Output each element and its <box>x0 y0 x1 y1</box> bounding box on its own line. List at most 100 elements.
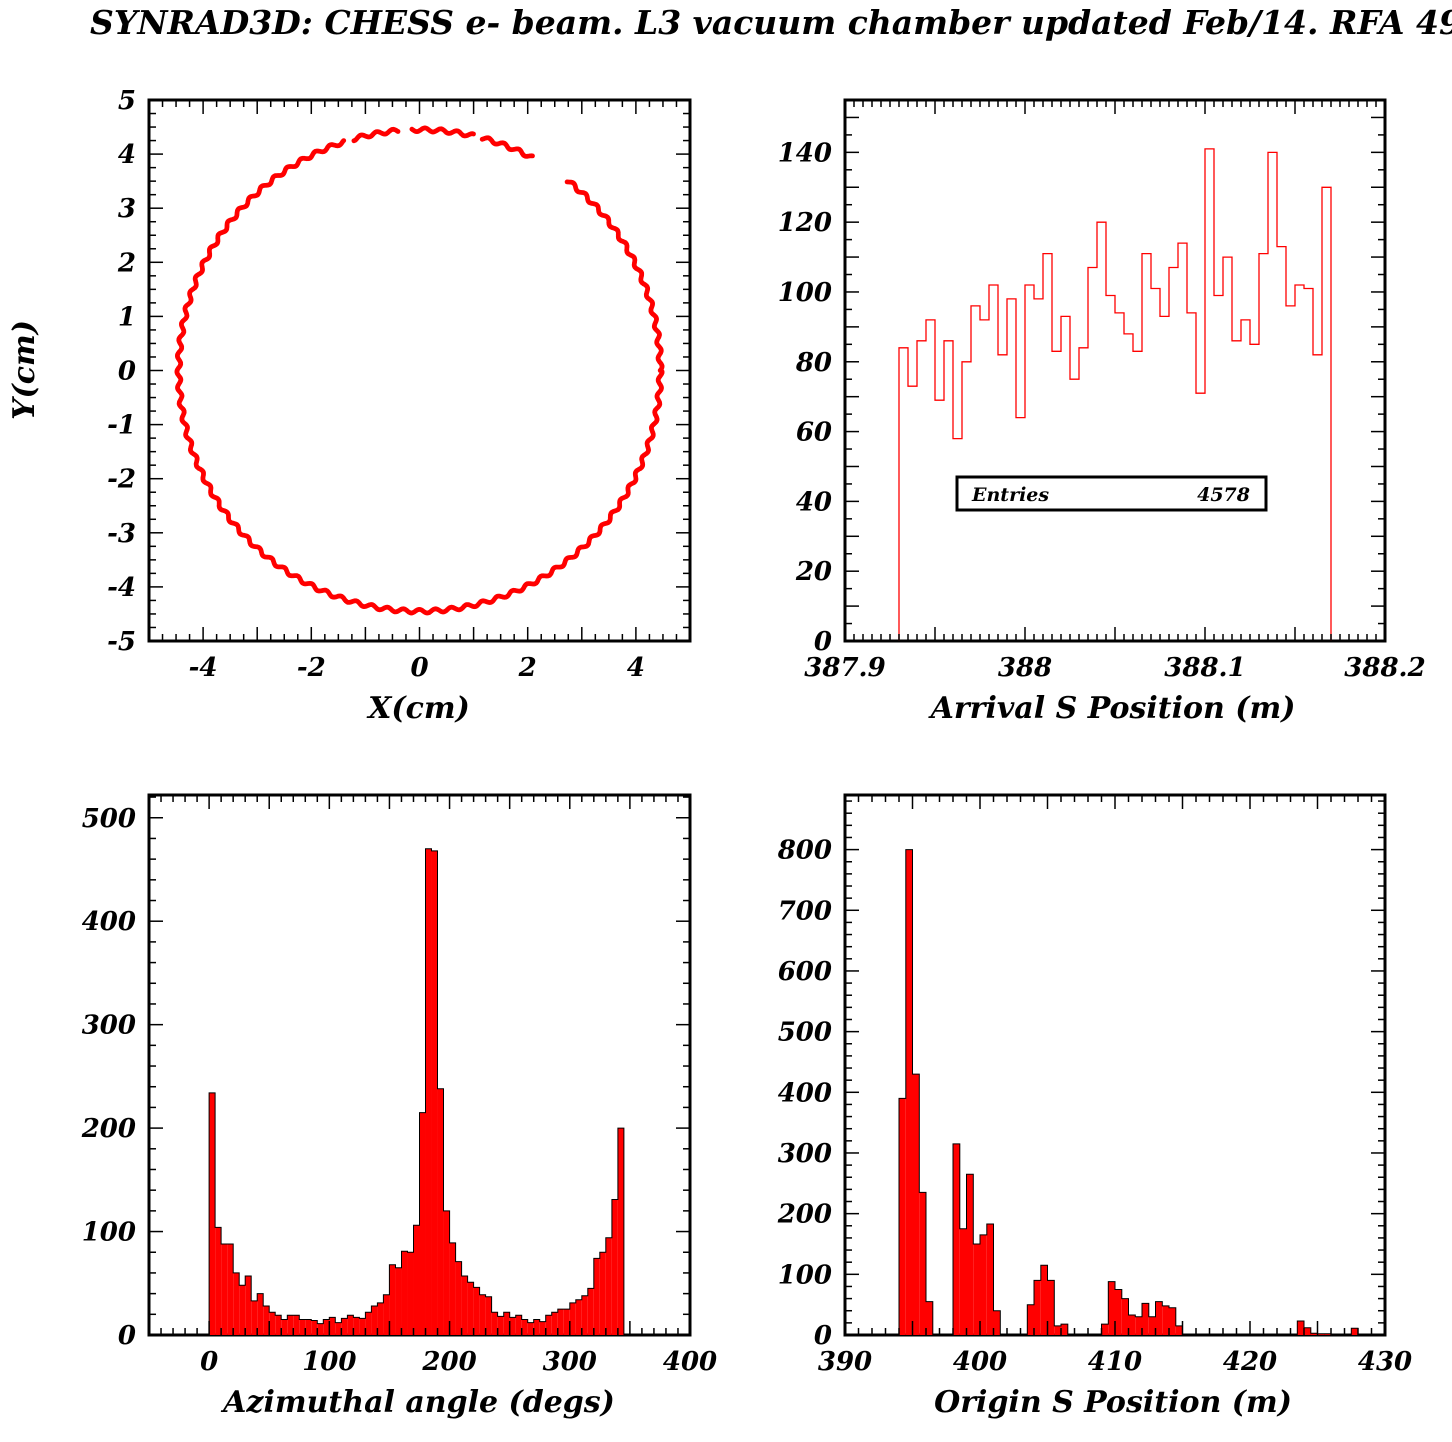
histogram-bin <box>371 1306 378 1335</box>
histogram-bin <box>971 306 980 641</box>
y-tick-label: -3 <box>107 519 136 549</box>
panel-arrival: 387.9 388 388.1 388.2 0 20 40 60 80 100 120 140 Ent… <box>778 98 1426 726</box>
histogram-bin <box>1259 254 1268 641</box>
histogram-bin <box>473 1287 480 1335</box>
data-point <box>351 138 357 144</box>
x-tick-label: 400 <box>953 1347 1007 1377</box>
histogram-bin <box>449 1242 456 1335</box>
histogram-bin <box>287 1315 294 1335</box>
histogram-bin <box>521 1319 528 1335</box>
histogram-bin <box>953 439 962 641</box>
histogram-bin <box>1297 1321 1304 1335</box>
histogram-bin <box>551 1312 558 1335</box>
x-tick-label: 4 <box>627 653 645 683</box>
histogram-bin <box>497 1316 504 1335</box>
histogram-bin <box>993 1310 1001 1335</box>
y-tick-label: 100 <box>82 1218 136 1248</box>
histogram-bin <box>944 341 953 641</box>
histogram-bin <box>912 1074 920 1335</box>
panel-xy: -4 -2 0 2 4 -5 -4 -3 -2 -1 0 1 2 3 4 5 X(cm) Y(cm) <box>7 86 692 726</box>
histogram-bin <box>275 1315 282 1335</box>
histogram-bin <box>908 386 917 641</box>
y-tick-label: 300 <box>82 1011 136 1041</box>
histogram-bin <box>227 1243 234 1335</box>
x-axis-label: Origin S Position (m) <box>934 1385 1292 1420</box>
histogram-bin <box>1007 299 1016 641</box>
series-histogram <box>898 148 1332 641</box>
histogram-bin <box>575 1299 582 1335</box>
histogram-bin <box>1108 1281 1115 1335</box>
x-tick-label: 388 <box>998 653 1052 683</box>
histogram-bin <box>1054 1325 1061 1335</box>
data-point <box>479 136 485 142</box>
histogram-bin <box>1128 1314 1136 1335</box>
histogram-bin <box>1135 1316 1142 1335</box>
panel-azimuth: 0 100 200 300 400 0 100 200 300 400 500 Azimuthal … <box>81 793 717 1420</box>
page-title: SYNRAD3D: CHESS e- beam. L3 vacuum chamb… <box>90 3 1452 42</box>
histogram-bin <box>467 1282 474 1335</box>
y-tick-label: 500 <box>778 1018 832 1048</box>
histogram-bin <box>509 1317 516 1335</box>
histogram-bin <box>527 1322 534 1335</box>
histogram-bin <box>1027 1304 1034 1335</box>
histogram-bin <box>1175 1325 1183 1335</box>
x-tick-label: 0 <box>410 653 428 683</box>
histogram-bin <box>1040 1265 1048 1335</box>
y-axis-label: Y(cm) <box>7 320 42 420</box>
histogram-bin <box>407 1252 414 1335</box>
y-tick-label: 4 <box>118 140 136 170</box>
y-tick-label: 400 <box>778 1078 832 1108</box>
histogram-bin <box>377 1302 384 1335</box>
histogram-bin <box>1088 268 1097 641</box>
y-tick-label: 0 <box>814 627 832 657</box>
histogram-bin <box>1155 1301 1163 1335</box>
histogram-bin <box>293 1315 300 1335</box>
histogram-bin <box>1178 243 1187 641</box>
histogram-bin <box>269 1312 276 1335</box>
x-axis-label: Azimuthal angle (degs) <box>220 1385 615 1420</box>
series-histogram <box>898 849 1359 1336</box>
y-tick-label: 3 <box>118 194 136 224</box>
y-tick-label: 700 <box>778 896 832 926</box>
histogram-bin <box>209 1092 216 1335</box>
y-tick-label: 40 <box>796 487 832 517</box>
x-axis-label: Arrival S Position (m) <box>928 691 1296 726</box>
histogram-bin <box>966 1174 974 1335</box>
y-tick-label: -2 <box>107 465 136 495</box>
histogram-bin <box>479 1294 486 1335</box>
histogram-bin <box>1142 1303 1149 1335</box>
histogram-bin <box>1310 1333 1318 1335</box>
histogram-bin <box>491 1312 498 1335</box>
histogram-bin <box>899 348 908 641</box>
histogram-bin <box>1151 288 1160 641</box>
histogram-bin <box>617 1128 624 1335</box>
histogram-bin <box>1196 393 1205 641</box>
y-tick-label: 800 <box>777 836 832 866</box>
axis-ticks: 387.9 388 388.1 388.2 0 20 40 60 80 100 120 140 <box>778 99 1426 683</box>
histogram-bin <box>1162 1305 1169 1335</box>
y-tick-label: 500 <box>82 804 136 834</box>
x-tick-label: 2 <box>518 653 537 683</box>
histogram-bin <box>317 1323 324 1335</box>
y-tick-label: 20 <box>795 557 832 587</box>
histogram-bin <box>917 341 926 641</box>
histogram-bin <box>1205 149 1214 641</box>
histogram-bin <box>299 1319 306 1335</box>
histogram-bin <box>1223 257 1232 641</box>
histogram-bin <box>1034 1280 1041 1335</box>
histogram-bin <box>347 1315 354 1335</box>
series-histogram <box>208 848 625 1335</box>
histogram-bin <box>1322 187 1331 641</box>
stats-box: Entries 4578 <box>955 475 1268 512</box>
x-tick-label: 420 <box>1223 1347 1277 1377</box>
histogram-bin <box>341 1318 348 1335</box>
histogram-bin <box>1121 1298 1129 1335</box>
y-tick-label: -5 <box>107 627 136 657</box>
histogram-bin <box>503 1312 510 1335</box>
histogram-bin <box>581 1295 588 1335</box>
x-tick-label: 390 <box>818 1347 872 1377</box>
histogram-bin <box>329 1317 336 1335</box>
axis-ticks: 0 100 200 300 400 0 100 200 300 400 500 <box>81 795 717 1377</box>
histogram-bin <box>905 849 913 1335</box>
x-axis-label: X(cm) <box>366 691 470 726</box>
